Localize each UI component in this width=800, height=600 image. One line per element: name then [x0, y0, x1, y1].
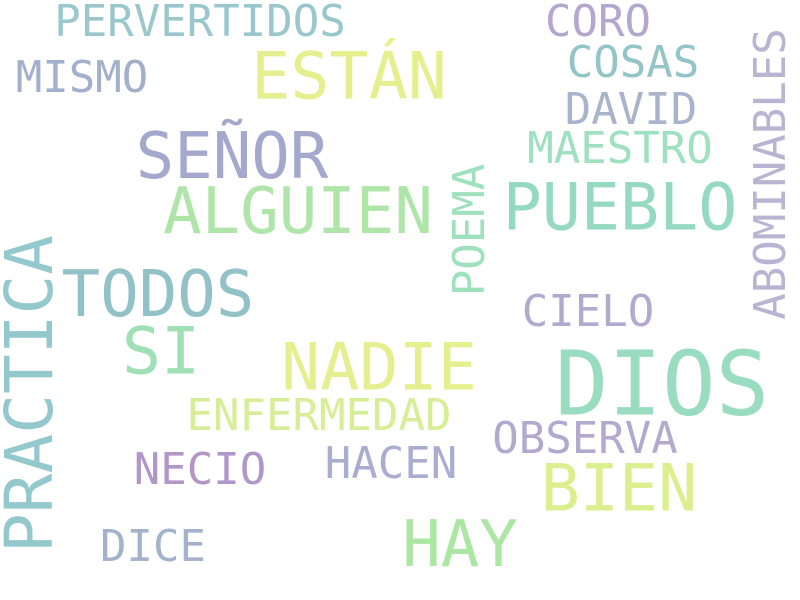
word-maestro: MAESTRO [527, 123, 713, 174]
word-alguien: ALGUIEN [163, 175, 433, 249]
word-pervertidos: PERVERTIDOS [54, 0, 346, 47]
word-todos: TODOS [61, 258, 255, 332]
word-poema: POEMA [444, 163, 495, 297]
word-practica: PRACTICA [0, 235, 68, 553]
word-enfermedad: ENFERMEDAD [186, 390, 452, 441]
word-cielo: CIELO [521, 286, 655, 337]
word-si: SI [121, 314, 201, 390]
word-senor: SEÑOR [135, 120, 329, 194]
word-coro: CORO [545, 0, 651, 47]
word-pueblo: PUEBLO [502, 170, 738, 246]
word-observa: OBSERVA [492, 413, 678, 464]
word-nadie: NADIE [281, 330, 477, 406]
word-necio: NECIO [133, 444, 267, 495]
word-dice: DICE [100, 521, 206, 572]
word-abominables: ABOMINABLES [745, 28, 796, 320]
word-estan: ESTÁN [251, 39, 447, 115]
word-mismo: MISMO [15, 52, 149, 103]
word-dios: DIOS [554, 331, 770, 436]
word-bien: BIEN [540, 451, 698, 527]
word-cosas: COSAS [566, 37, 700, 88]
word-david: DAVID [564, 84, 698, 135]
word-hay: HAY [402, 508, 518, 582]
word-hacen: HACEN [324, 438, 458, 489]
